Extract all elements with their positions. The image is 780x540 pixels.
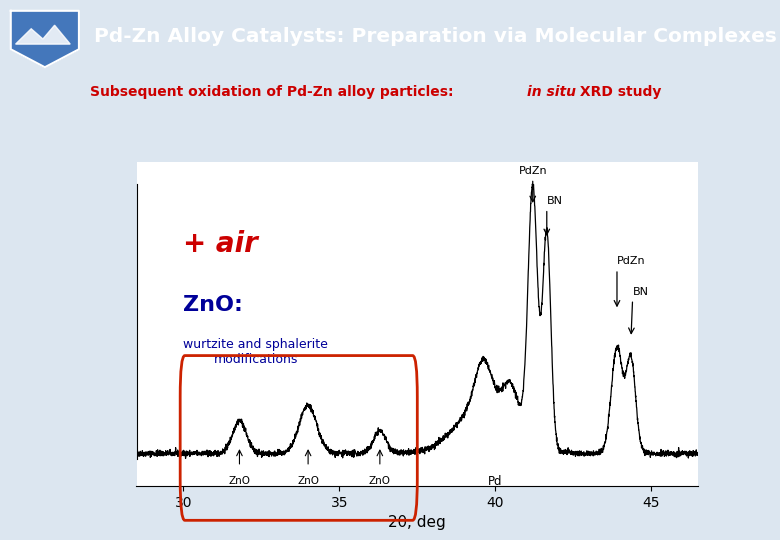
Text: PdZn: PdZn — [617, 256, 646, 266]
Polygon shape — [11, 11, 79, 68]
Text: + air: + air — [183, 231, 258, 258]
Text: PdZn: PdZn — [519, 166, 547, 176]
Text: XRD study: XRD study — [575, 85, 661, 98]
Polygon shape — [16, 25, 70, 44]
Text: ZnO: ZnO — [297, 476, 319, 487]
Text: wurtzite and sphalerite
modifications: wurtzite and sphalerite modifications — [183, 338, 328, 366]
Text: ZnO: ZnO — [369, 476, 391, 487]
Text: Subsequent oxidation of Pd-Zn alloy particles:: Subsequent oxidation of Pd-Zn alloy part… — [90, 85, 459, 98]
Text: ZnO: ZnO — [229, 476, 250, 487]
Text: Pd: Pd — [488, 475, 502, 488]
Text: ZnO:: ZnO: — [183, 295, 243, 315]
Text: BN: BN — [633, 287, 649, 296]
Text: BN: BN — [547, 196, 563, 206]
Text: Pd-Zn Alloy Catalysts: Preparation via Molecular Complexes: Pd-Zn Alloy Catalysts: Preparation via M… — [94, 27, 776, 46]
Text: in situ: in situ — [527, 85, 576, 98]
X-axis label: 2θ, deg: 2θ, deg — [388, 515, 446, 530]
